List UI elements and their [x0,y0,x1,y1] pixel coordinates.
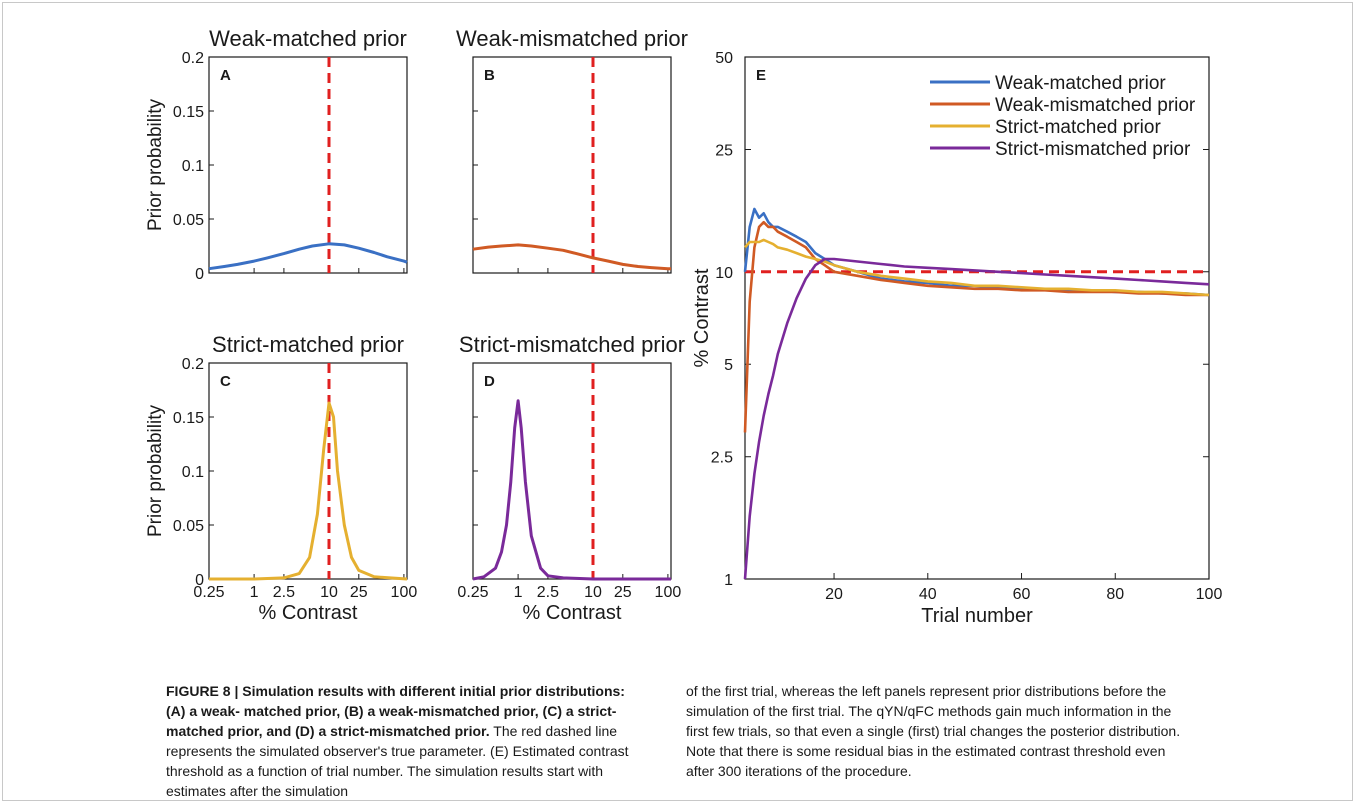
panel-d-xtick-label: 0.25 [457,584,488,601]
caption-right-text: of the first trial, whereas the left pan… [686,683,1181,779]
panel-c-xtick-label: 0.25 [193,584,224,601]
legend-label: Weak-matched prior [995,73,1166,94]
panel-e-ytick-label: 5 [724,357,733,374]
panel-a-ylabel: Prior probability [145,99,166,231]
panel-c-xtick-label: 1 [250,584,259,601]
legend-label: Strict-matched prior [995,117,1161,138]
panel-e-ytick-label: 25 [715,142,733,159]
panel-e-series-line [744,238,1210,297]
panel-a-prior-curve [208,242,408,271]
panel-e-xtick-label: 60 [1013,586,1031,603]
panel-a-ytick-label: 0.2 [182,50,204,67]
panel-e-ylabel: % Contrast [691,268,713,367]
panel-c-xtick-label: 10 [320,584,338,601]
panel-c-xtick-label: 100 [391,584,418,601]
legend-label: Weak-mismatched prior [995,95,1196,116]
panel-c-xlabel: % Contrast [259,602,358,624]
panel-e-series-line [743,220,1209,433]
panel-d-title: Strict-mismatched prior [459,332,685,357]
panel-a-ytick-label: 0 [195,266,204,283]
panel-c-ytick-label: 0 [195,572,204,589]
panel-b-letter: B [484,67,495,84]
panel-b-title: Weak-mismatched prior [456,26,688,51]
panel-c-axes-box [208,362,408,580]
panel-c-xtick-label: 2.5 [273,584,295,601]
panel-d-xlabel: % Contrast [523,602,622,624]
caption-right: of the first trial, whereas the left pan… [686,681,1196,781]
panel-e-axes-box [744,56,1210,580]
panel-d-xtick-label: 10 [584,584,602,601]
panel-b-prior-curve [472,243,671,271]
panel-e-ytick-label: 1 [724,572,733,589]
panel-c-ytick-label: 0.15 [173,410,204,427]
panel-e-series-line [743,207,1210,297]
panel-d-xtick-label: 1 [514,584,523,601]
panel-c-ylabel: Prior probability [145,405,166,537]
panel-d-xtick-label: 100 [655,584,682,601]
panel-e-xlabel: Trial number [921,605,1033,627]
panel-d-prior-curve [472,399,671,581]
panel-a-letter: A [220,67,231,84]
figure-plots: Weak-matched priorA00.050.10.150.2Prior … [145,26,1223,627]
panel-c-letter: C [220,373,231,390]
panel-c-title: Strict-matched prior [212,332,404,357]
panel-e-ytick-label: 2.5 [711,450,733,467]
panel-c-ytick-label: 0.05 [173,518,204,535]
panel-c-prior-curve [209,401,408,581]
panel-e-ytick-label: 10 [715,265,733,282]
panel-e-series-line [743,257,1210,580]
caption-left-text: The red dashed line represents the simul… [166,723,629,799]
panel-e-xtick-label: 40 [919,586,937,603]
panel-d-letter: D [484,373,495,390]
panel-e-xtick-label: 100 [1196,586,1223,603]
panel-e-xtick-label: 20 [825,586,843,603]
panel-d-xtick-label: 2.5 [537,584,559,601]
panel-a-title: Weak-matched prior [209,26,407,51]
panel-a-ytick-label: 0.05 [173,212,204,229]
legend-label: Strict-mismatched prior [995,139,1191,160]
panel-d-xtick-label: 25 [614,584,632,601]
panel-e-ytick-label: 50 [715,50,733,67]
panel-c-xtick-label: 25 [350,584,368,601]
caption-left: FIGURE 8 | Simulation results with diffe… [166,681,646,801]
panel-c-ytick-label: 0.1 [182,464,204,481]
panel-e-xtick-label: 80 [1106,586,1124,603]
panel-a-ytick-label: 0.1 [182,158,204,175]
caption-lead: FIGURE 8 | Simulation results with diffe… [166,683,625,739]
panel-a-ytick-label: 0.15 [173,104,204,121]
panel-a-axes-box [208,56,408,274]
panel-e-letter: E [756,67,766,84]
panel-b-axes-box [472,56,672,274]
panel-c-ytick-label: 0.2 [182,356,204,373]
